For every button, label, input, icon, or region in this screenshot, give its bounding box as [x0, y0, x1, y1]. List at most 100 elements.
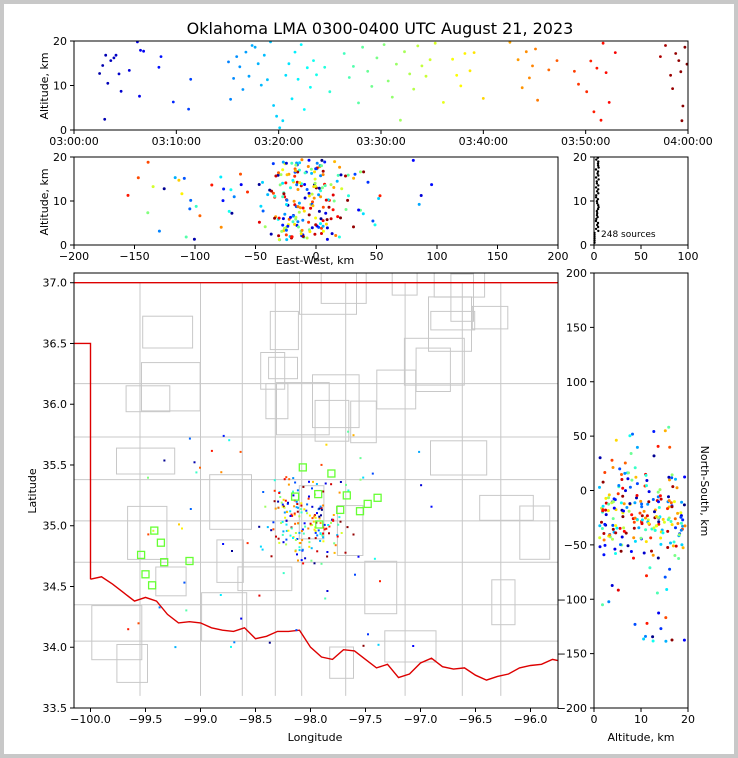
time-height-point — [577, 82, 580, 86]
plan-view-point — [258, 594, 261, 597]
ew-height-point — [323, 184, 327, 188]
plan-view-point — [219, 594, 222, 596]
plan-view-point — [310, 559, 313, 562]
histogram-point — [595, 194, 598, 197]
ns-height-point — [631, 432, 634, 436]
ew-height-point — [219, 225, 223, 229]
time-height-point — [247, 74, 251, 78]
plan-view-point — [292, 477, 295, 480]
plan-view-ticks: −100.0 −99.5 −99.0 −98.5 −98.0 −97.5 −97.0 −96.… — [43, 277, 548, 726]
ns-height-point — [666, 529, 670, 533]
ns-height-point — [644, 473, 648, 477]
ns-height-point — [669, 520, 673, 523]
ns-height-point — [623, 471, 627, 475]
plan-view-point — [292, 537, 294, 539]
ns-height-ytick-label: −100 — [557, 593, 587, 606]
lma-figure: Oklahoma LMA 0300-0400 UTC August 21, 20… — [26, 19, 713, 744]
plan-view-point — [362, 476, 365, 479]
ns-height-point — [655, 524, 659, 528]
ns-height-point — [620, 535, 624, 539]
plan-view-point — [281, 533, 284, 536]
plan-view-point — [292, 490, 294, 493]
ns-height-point — [604, 496, 608, 500]
plan-view-point — [306, 503, 309, 506]
time-height-point — [681, 104, 685, 108]
station-marker — [327, 469, 336, 478]
plan-view-point — [338, 491, 341, 494]
plan-view-point — [298, 549, 301, 552]
ew-height-point — [377, 197, 381, 200]
ew-height-point — [346, 173, 350, 177]
time-height-point — [607, 101, 611, 104]
ns-height-point — [637, 526, 641, 530]
county-box — [155, 566, 187, 597]
time-height-point — [555, 59, 559, 62]
ew-height-point — [182, 176, 186, 180]
station-marker — [315, 520, 324, 529]
plan-view-xtick-label: −97.5 — [349, 713, 383, 726]
time-height-point — [399, 118, 402, 122]
ew-height-point — [281, 223, 285, 227]
histogram-ticks: 0 50 100 0 10 20 — [573, 151, 699, 263]
ns-height-point — [679, 515, 683, 519]
time-height-point — [106, 81, 110, 85]
ew-height-point — [221, 199, 225, 203]
ns-height-point — [619, 543, 622, 547]
plan-view-point — [322, 490, 325, 493]
time-height-point — [674, 52, 678, 55]
ew-height-point — [296, 170, 300, 174]
plan-view-point — [188, 437, 191, 440]
ew-height-point — [373, 223, 377, 227]
plan-view-xtick-label: −96.0 — [514, 713, 548, 726]
plan-view-ytick-label: 36.5 — [43, 337, 68, 350]
ew-height-point — [317, 209, 321, 213]
ew-height-ytick-label: 10 — [53, 195, 67, 208]
plan-view-point — [264, 505, 267, 508]
ns-height-point — [682, 638, 686, 642]
ew-height-point — [313, 232, 317, 236]
plan-view-point — [302, 485, 305, 488]
time-height-point — [585, 90, 589, 94]
plan-view-point — [298, 546, 301, 549]
ns-height-point — [659, 497, 663, 501]
plan-view-point — [158, 606, 161, 609]
plan-view-point — [323, 523, 326, 526]
plan-view-point — [293, 513, 296, 516]
plan-view-point — [282, 541, 285, 544]
ew-height-point — [277, 216, 281, 220]
plan-view-point — [347, 430, 350, 433]
ns-height-point — [620, 478, 624, 481]
histogram-point — [596, 221, 600, 225]
county-box — [519, 505, 551, 560]
time-height-point — [171, 100, 175, 104]
ns-height-point — [617, 484, 621, 487]
histogram-point — [595, 190, 599, 193]
histogram-point — [597, 188, 600, 191]
ew-height-point — [338, 165, 342, 169]
ew-height-point — [419, 194, 423, 197]
ew-height-point — [330, 232, 334, 236]
time-height-point — [117, 72, 121, 76]
plan-view-point — [324, 482, 327, 485]
plan-view-ytick-label: 34.5 — [43, 580, 68, 593]
ew-height-point — [293, 174, 297, 178]
ew-height-point — [314, 184, 318, 188]
ns-height-point — [666, 518, 670, 522]
ew-height-point — [417, 202, 421, 206]
time-height-point — [159, 55, 163, 58]
ns-height-point — [657, 520, 661, 524]
plan-view-point — [280, 501, 283, 504]
ns-height-point — [666, 507, 669, 511]
histogram-ytick-label: 20 — [573, 151, 587, 164]
ew-height-point — [357, 208, 361, 212]
plan-view-point — [296, 553, 298, 556]
ns-height-point — [661, 517, 665, 521]
ns-height-point — [671, 544, 675, 548]
county-box — [127, 505, 168, 560]
ew-height-point — [284, 181, 288, 185]
ew-height-point — [336, 215, 340, 219]
ns-height-point — [600, 527, 604, 530]
ew-height-point — [305, 236, 309, 240]
histogram-point — [596, 172, 599, 175]
plan-view-point — [297, 559, 299, 562]
